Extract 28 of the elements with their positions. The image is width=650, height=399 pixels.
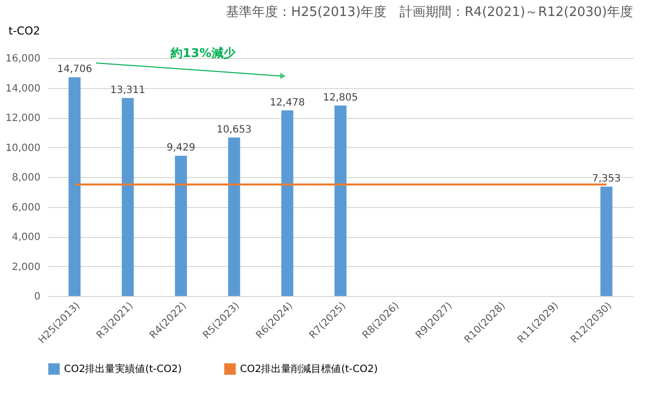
bar [228,138,240,296]
y-tick-label: 10,000 [6,142,40,154]
y-tick-label: 12,000 [6,113,40,124]
legend-label: CO2排出量削減目標値(t-CO2) [240,363,378,375]
data-label: 14,706 [57,64,92,76]
chart-title: 基準年度：H25(2013)年度 計画期間：R4(2021)～R12(2030)年度 [226,4,633,20]
data-label: 7,353 [592,174,621,185]
bar [600,186,612,296]
data-label: 12,805 [323,92,358,104]
data-label: 13,311 [110,85,146,96]
data-label: 10,653 [216,124,252,136]
bar [334,106,346,296]
legend-label: CO2排出量実績値(t-CO2) [64,363,182,375]
y-tick-label: 0 [34,292,40,302]
y-tick-label: 2,000 [12,262,40,273]
bar [122,98,134,296]
bar [281,110,294,296]
y-tick-label: 6,000 [12,202,40,214]
annotation: 約13%減少 [170,46,236,60]
bar [68,77,81,296]
y-axis-title: t-CO2 [8,24,40,38]
bar [174,156,187,296]
y-tick-label: 8,000 [12,172,40,184]
y-tick-label: 16,000 [6,54,40,64]
data-label: 12,478 [270,97,305,108]
y-tick-label: 4,000 [12,232,40,243]
data-label: 9,429 [166,142,196,154]
y-tick-label: 14,000 [6,83,40,94]
